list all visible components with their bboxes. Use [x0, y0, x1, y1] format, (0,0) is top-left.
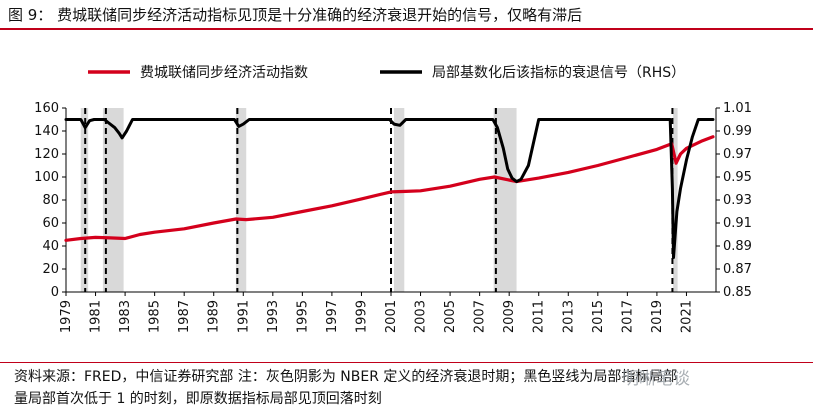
y-right-tick-label-3: 0.91: [723, 216, 752, 231]
source-line-2: 量局部首次低于 1 的时刻，即原数据指标局部见顶回落时刻: [14, 391, 382, 407]
x-tick-label-19: 2017: [620, 300, 635, 333]
legend-label-0: 费城联储同步经济活动指数: [140, 65, 308, 81]
series: [64, 118, 715, 259]
y-right-tick-label-8: 1.01: [723, 101, 752, 116]
y-left-tick-label-7: 140: [34, 124, 59, 139]
x-tick-label-3: 1985: [148, 300, 163, 333]
recession-band-3: [393, 108, 405, 292]
x-tick-label-21: 2021: [679, 300, 694, 333]
x-tick-label-0: 1979: [59, 300, 74, 333]
series-line-1: [64, 118, 715, 259]
x-tick-label-8: 1995: [295, 300, 310, 333]
y-right-tick-label-4: 0.93: [723, 193, 752, 208]
y-left-tick-label-3: 60: [42, 216, 59, 231]
y-left-tick-label-5: 100: [34, 170, 59, 185]
x-tick-label-15: 2009: [502, 300, 517, 333]
series-line-0: [64, 135, 715, 242]
x-tick-label-18: 2015: [591, 300, 606, 333]
x-tick-label-7: 1993: [266, 300, 281, 333]
x-tick-label-2: 1983: [118, 300, 133, 333]
axes: 0 20 40 60 80 100 120 140 160 0.85 0.87 0.89 0.91 0.9…: [34, 101, 752, 333]
y-right-tick-label-5: 0.95: [723, 170, 752, 185]
y-left-tick-label-0: 0: [51, 285, 59, 300]
watermark: 明晰笔谈: [622, 369, 690, 389]
y-left-tick-label-1: 20: [42, 262, 59, 277]
y-left-tick-label-4: 80: [42, 193, 59, 208]
figure-title: 图 9： 费城联储同步经济活动指标见顶是十分准确的经济衰退开始的信号，仅略有滞后: [8, 6, 583, 24]
x-tick-label-16: 2011: [532, 300, 547, 333]
y-right-tick-label-2: 0.89: [723, 239, 752, 254]
recession-shading: [80, 108, 678, 292]
recession-band-5: [673, 108, 678, 292]
x-tick-label-14: 2007: [473, 300, 488, 333]
source-line-1: 资料来源：FRED，中信证券研究部 注：灰色阴影为 NBER 定义的经济衰退时期…: [14, 369, 678, 385]
legend-label-1: 局部基数化后该指标的衰退信号（RHS）: [432, 64, 685, 81]
chart-canvas: 0 20 40 60 80 100 120 140 160 0.85 0.87 0.89 0.91 0.9…: [34, 64, 752, 333]
x-tick-label-10: 1999: [354, 300, 369, 333]
y-right-tick-label-0: 0.85: [723, 285, 752, 300]
title-rule: [0, 28, 813, 30]
x-tick-label-6: 1991: [236, 300, 251, 333]
y-right-tick-label-6: 0.97: [723, 147, 752, 162]
recession-band-2: [235, 108, 247, 292]
recession-band-4: [493, 108, 517, 292]
y-right-tick-label-1: 0.87: [723, 262, 752, 277]
x-tick-label-20: 2019: [650, 300, 665, 333]
x-tick-label-9: 1997: [325, 300, 340, 333]
x-tick-label-4: 1987: [177, 300, 192, 333]
legend: 费城联储同步经济活动指数 局部基数化后该指标的衰退信号（RHS）: [88, 64, 685, 81]
recession-band-1: [102, 108, 124, 292]
y-right-tick-label-7: 0.99: [723, 124, 752, 139]
y-left-tick-label-6: 120: [34, 147, 59, 162]
source-rule: [0, 362, 813, 363]
x-tick-label-17: 2013: [561, 300, 576, 333]
x-tick-label-12: 2003: [414, 300, 429, 333]
x-tick-label-11: 2001: [384, 300, 399, 333]
source-note: 资料来源：FRED，中信证券研究部 注：灰色阴影为 NBER 定义的经济衰退时期…: [14, 366, 804, 410]
x-tick-label-13: 2005: [443, 300, 458, 333]
signal-lines: [84, 108, 674, 292]
x-tick-label-5: 1989: [207, 300, 222, 333]
x-tick-label-1: 1981: [89, 300, 104, 333]
y-left-tick-label-8: 160: [34, 101, 59, 116]
y-left-tick-label-2: 40: [42, 239, 59, 254]
